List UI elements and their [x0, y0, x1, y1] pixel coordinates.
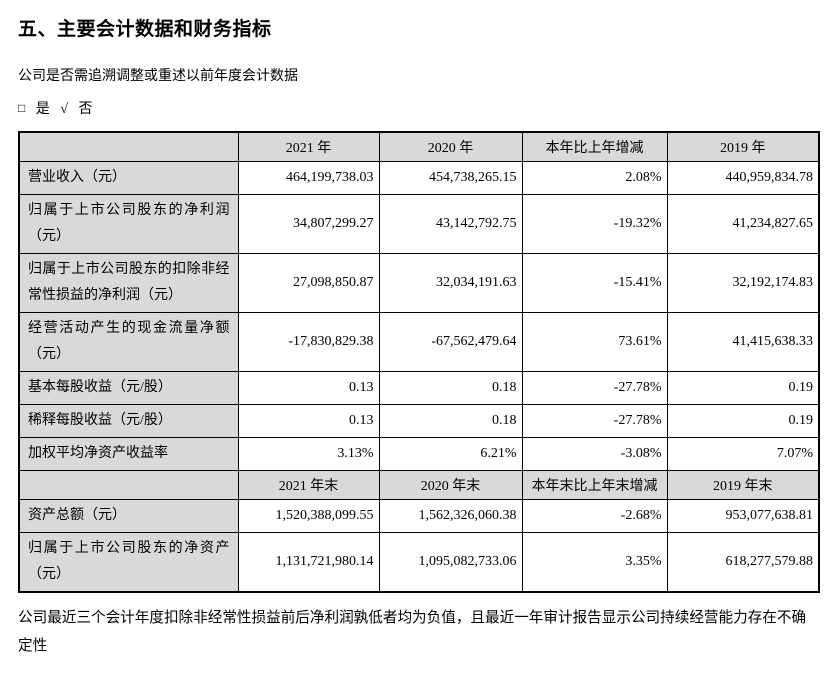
- cell-value: -15.41%: [521, 252, 668, 313]
- cell-value: 1,131,721,980.14: [237, 531, 380, 592]
- no-label: 否: [78, 102, 93, 117]
- table-row: 经营活动产生的现金流量净额（元） -17,830,829.38 -67,562,47…: [18, 311, 820, 372]
- yearend-rows-body: 资产总额（元） 1,520,388,099.55 1,562,326,060.38-…: [18, 498, 820, 592]
- cell-value: -3.08%: [521, 436, 668, 471]
- table-row: 资产总额（元） 1,520,388,099.55 1,562,326,060.38-…: [18, 498, 820, 533]
- annual-header-2021: 2021 年: [237, 131, 380, 162]
- cell-value: -2.68%: [521, 498, 668, 533]
- row-label: 经营活动产生的现金流量净额（元）: [18, 311, 239, 372]
- yearend-header-2019: 2019 年末: [666, 469, 820, 500]
- cell-value: 0.18: [378, 370, 523, 405]
- row-label: 营业收入（元）: [18, 160, 239, 195]
- cell-value: 3.13%: [237, 436, 380, 471]
- cell-value: 1,095,082,733.06: [378, 531, 523, 592]
- yearend-header-row: 2021 年末 2020 年末 本年末比上年末增减 2019 年末: [18, 469, 820, 500]
- cell-value: -19.32%: [521, 193, 668, 254]
- cell-value: 3.35%: [521, 531, 668, 592]
- section-title: 五、主要会计数据和财务指标: [18, 19, 272, 40]
- going-concern-footnote: 公司最近三个会计年度扣除非经常性损益前后净利润孰低者均为负值，且最近一年审计报告…: [18, 609, 807, 654]
- yearend-header-2020: 2020 年末: [378, 469, 523, 500]
- annual-header-empty-cell: [18, 131, 239, 162]
- cell-value: 0.19: [666, 370, 820, 405]
- cell-value: 34,807,299.27: [237, 193, 380, 254]
- cell-value: 2.08%: [521, 160, 668, 195]
- annual-rows-body: 营业收入（元） 464,199,738.03 454,738,265.15 2.08%…: [18, 160, 820, 471]
- table-row: 加权平均净资产收益率 3.13% 6.21% -3.08% 7.07%: [18, 436, 820, 471]
- cell-value: 464,199,738.03: [237, 160, 380, 195]
- table-row: 归属于上市公司股东的扣除非经常性损益的净利润（元） 27,098,850.87 32…: [18, 252, 820, 313]
- cell-value: 7.07%: [666, 436, 820, 471]
- yes-no-checkline: □ 是 √ 否: [18, 98, 818, 118]
- cell-value: 454,738,265.15: [378, 160, 523, 195]
- annual-header-row: 2021 年 2020 年 本年比上年增减 2019 年: [18, 131, 820, 162]
- yes-label: 是: [35, 102, 50, 117]
- row-label: 基本每股收益（元/股）: [18, 370, 239, 405]
- row-label: 资产总额（元）: [18, 498, 239, 533]
- cell-value: -27.78%: [521, 403, 668, 438]
- restatement-question: 公司是否需追溯调整或重述以前年度会计数据: [18, 69, 298, 84]
- cell-value: 0.13: [237, 403, 380, 438]
- table-row: 基本每股收益（元/股） 0.13 0.18 -27.78% 0.19: [18, 370, 820, 405]
- cell-value: 27,098,850.87: [237, 252, 380, 313]
- annual-header-2020: 2020 年: [378, 131, 523, 162]
- table-row: 归属于上市公司股东的净资产（元） 1,131,721,980.14 1,095,08…: [18, 531, 820, 592]
- cell-value: 953,077,638.81: [666, 498, 820, 533]
- row-label: 归属于上市公司股东的净利润（元）: [18, 193, 239, 254]
- cell-value: 0.19: [666, 403, 820, 438]
- table-row: 稀释每股收益（元/股） 0.13 0.18 -27.78% 0.19: [18, 403, 820, 438]
- cell-value: 41,415,638.33: [666, 311, 820, 372]
- cell-value: 1,562,326,060.38: [378, 498, 523, 533]
- cell-value: 32,192,174.83: [666, 252, 820, 313]
- cell-value: 32,034,191.63: [378, 252, 523, 313]
- checkbox-unchecked-icon: □: [18, 101, 26, 115]
- cell-value: 0.13: [237, 370, 380, 405]
- cell-value: 6.21%: [378, 436, 523, 471]
- yearend-header-change: 本年末比上年末增减: [521, 469, 668, 500]
- row-label: 归属于上市公司股东的扣除非经常性损益的净利润（元）: [18, 252, 239, 313]
- row-label: 归属于上市公司股东的净资产（元）: [18, 531, 239, 592]
- financial-indicators-table: 2021 年 2020 年 本年比上年增减 2019 年 营业收入（元） 464,…: [18, 131, 820, 593]
- yearend-header-empty-cell: [18, 469, 239, 500]
- cell-value: 43,142,792.75: [378, 193, 523, 254]
- cell-value: 1,520,388,099.55: [237, 498, 380, 533]
- cell-value: 440,959,834.78: [666, 160, 820, 195]
- cell-value: -67,562,479.64: [378, 311, 523, 372]
- table-row: 营业收入（元） 464,199,738.03 454,738,265.15 2.08%…: [18, 160, 820, 195]
- cell-value: -17,830,829.38: [237, 311, 380, 372]
- cell-value: 41,234,827.65: [666, 193, 820, 254]
- cell-value: 0.18: [378, 403, 523, 438]
- cell-value: 73.61%: [521, 311, 668, 372]
- annual-header-2019: 2019 年: [666, 131, 820, 162]
- row-label: 加权平均净资产收益率: [18, 436, 239, 471]
- cell-value: -27.78%: [521, 370, 668, 405]
- cell-value: 618,277,579.88: [666, 531, 820, 592]
- row-label: 稀释每股收益（元/股）: [18, 403, 239, 438]
- yearend-header-2021: 2021 年末: [237, 469, 380, 500]
- table-row: 归属于上市公司股东的净利润（元） 34,807,299.27 43,142,792.…: [18, 193, 820, 254]
- checkmark-icon: √: [60, 102, 68, 117]
- annual-header-yoy-change: 本年比上年增减: [521, 131, 668, 162]
